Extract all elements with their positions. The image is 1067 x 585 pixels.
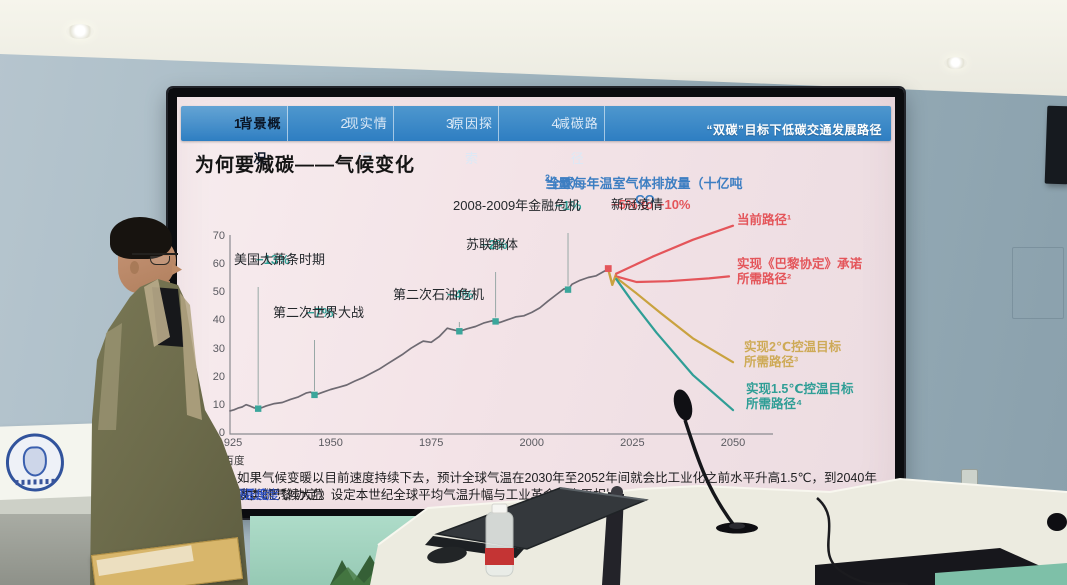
tab-label: 背景概况: [239, 116, 282, 166]
annotation-label: 第二次世界大战: [273, 305, 365, 320]
tab-background-overview: 1 背景概况: [181, 106, 288, 166]
slide: 1 背景概况 2 现实情况 3 原因探索 4 减碳路径 “双碳”目标下低碳交通发展路径 …: [177, 97, 895, 509]
tab-label: 原因探索: [450, 116, 493, 166]
path-label-text: 所需路径⁴: [746, 397, 803, 411]
tab-current-situation: 2 现实情况: [288, 106, 394, 166]
event-marker: [311, 391, 318, 399]
presenter-nose: [172, 263, 182, 275]
footnote-line2: 机就会上演，《巴黎协定》设定本世纪全球平均气温升幅与工业革命前水平相比: [187, 488, 619, 502]
microphone-gooseneck: [683, 419, 738, 530]
projection-line-2: [615, 276, 735, 364]
water-bottle-cap: [491, 503, 508, 514]
water-bottle-label: [485, 548, 514, 565]
chart-axes: [229, 235, 773, 435]
annotation-label: 苏联解体: [466, 237, 519, 252]
presentation-screen: 1 背景概况 2 现实情况 3 原因探索 4 减碳路径 “双碳”目标下低碳交通发展路径 …: [168, 88, 904, 518]
microphone-base-mount: [729, 523, 745, 529]
annotation-percent: −1%: [555, 198, 582, 213]
presenter-ear: [130, 261, 139, 274]
projection-line-1: [615, 275, 731, 284]
projection-line-0: [615, 224, 735, 275]
tab-label: 现实情况: [345, 116, 388, 166]
chart-title-text: 当量）: [545, 176, 585, 191]
ceiling-light: [944, 57, 967, 69]
annotation-label: 2008-2009年金融危机: [453, 198, 581, 213]
tab-reduction-path: 4 减碳路径: [499, 106, 605, 166]
wall-speaker: [1044, 105, 1067, 185]
annotation-label: 美国大萧条时期: [234, 252, 326, 267]
emissions-chart: [229, 224, 773, 435]
tab-label: 减碳路径: [556, 116, 599, 166]
tab-number: 4: [551, 116, 560, 131]
path-label-text: 实现《巴黎协定》承诺: [737, 257, 863, 271]
path-label-text: 实现1.5℃控温目标: [746, 382, 854, 396]
annotation-label: 新冠疫情: [611, 197, 664, 212]
tab-cause-exploration: 3 原因探索: [394, 106, 499, 166]
annotation-percent: −13%: [256, 252, 290, 267]
ceiling-light: [66, 24, 94, 39]
desk-edge-highlight: [377, 477, 1067, 546]
chart-title-text: 全球每年温室气体排放量（十亿吨CO: [547, 176, 743, 207]
presenter-glasses: [132, 253, 178, 265]
historical-emissions-line: [229, 268, 610, 412]
annotation-percent: −7%: [307, 305, 334, 320]
microphone-head: [673, 389, 693, 421]
desk-items: [425, 389, 1067, 585]
event-marker: [254, 405, 262, 412]
laptop-lid-edge: [559, 487, 647, 501]
annotation-percent: −5% to −10%: [611, 197, 691, 212]
emblem-figure: [22, 446, 48, 477]
slide-title: 为何要减碳——气候变化: [195, 155, 416, 176]
wall-access-panel: [1012, 247, 1064, 319]
tab-number: 2: [340, 116, 349, 131]
path-label-text: 当前路径¹: [737, 213, 792, 227]
presenter: [88, 215, 250, 585]
annotation-percent: −4%: [447, 287, 474, 302]
event-marker: [456, 328, 463, 335]
water-bottle-body: [485, 511, 514, 577]
projection-line-3: [615, 278, 735, 412]
covid-dip-line: [607, 268, 618, 287]
desk-teal-edge: [935, 563, 1067, 585]
event-marker: [492, 318, 499, 325]
glasses-lens: [150, 256, 170, 265]
tab-number: 1: [234, 116, 243, 131]
mic-knob: [1047, 513, 1067, 531]
ceiling: [0, 0, 1067, 96]
desk-cable: [816, 497, 909, 585]
path-label-text: 所需路径²: [737, 272, 792, 286]
path-label-text: 所需路径³: [744, 355, 799, 369]
tab-number: 3: [446, 116, 455, 131]
event-marker: [564, 286, 572, 293]
annotation-label: 第二次石油危机: [393, 287, 485, 302]
institution-emblem: [4, 432, 65, 493]
emblem-text: [15, 478, 56, 486]
path-label-text: 实现2℃控温目标: [744, 340, 842, 354]
deck-title: “双碳”目标下低碳交通发展路径: [706, 123, 882, 137]
computer-mouse: [427, 546, 467, 564]
chart-title-subscript: 2: [545, 173, 551, 183]
peak-marker: [604, 265, 612, 272]
presenter-hair: [110, 217, 172, 259]
slide-navbar: 1 背景概况 2 现实情况 3 原因探索 4 减碳路径 “双碳”目标下低碳交通发展路径: [181, 106, 891, 166]
annotation-percent: −2%: [481, 237, 508, 252]
